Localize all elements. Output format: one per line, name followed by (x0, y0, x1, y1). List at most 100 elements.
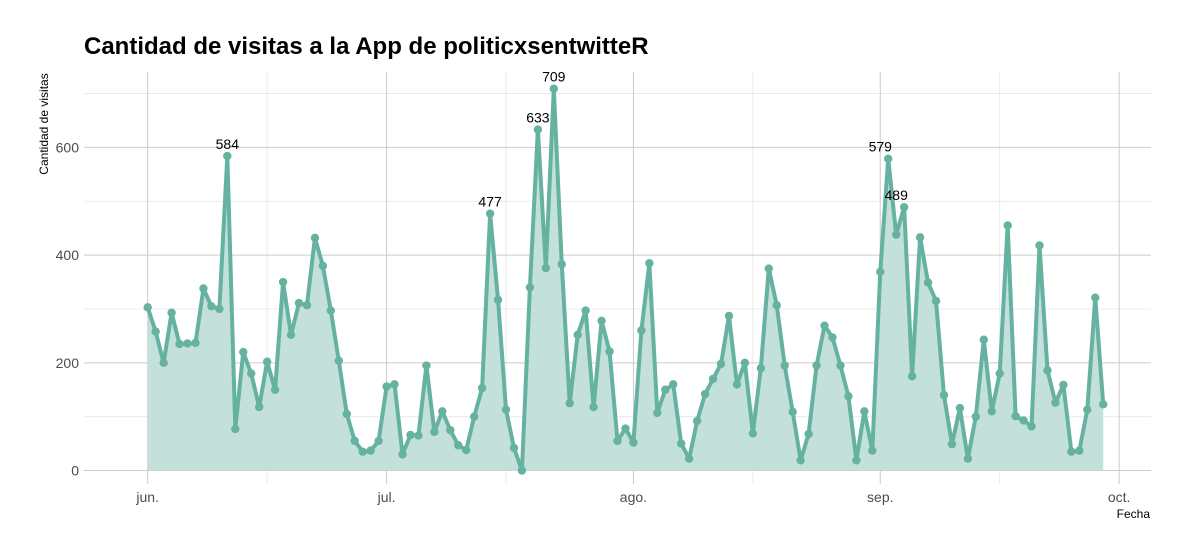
data-point (517, 466, 527, 475)
data-point (406, 430, 415, 440)
data-point (254, 402, 264, 412)
data-point (294, 298, 304, 308)
data-point (533, 125, 543, 134)
data-point (1011, 411, 1020, 421)
data-point (350, 436, 359, 446)
data-point (326, 306, 336, 315)
data-point (454, 441, 463, 450)
data-point (231, 424, 240, 434)
data-point (565, 399, 574, 408)
data-point (597, 316, 606, 326)
data-point (1059, 380, 1068, 390)
data-point (477, 383, 487, 393)
data-point (677, 439, 686, 448)
data-point (613, 436, 622, 446)
data-point (748, 429, 758, 438)
data-point (979, 335, 988, 344)
data-point (366, 446, 375, 455)
data-point (183, 339, 192, 348)
data-point (923, 278, 933, 287)
data-point (1043, 366, 1052, 375)
data-point (939, 390, 949, 400)
data-point (732, 380, 742, 389)
data-point (270, 385, 280, 394)
data-point (860, 407, 869, 416)
data-point (581, 306, 590, 315)
data-point (278, 277, 288, 287)
data-label: 584 (216, 136, 240, 152)
data-point (637, 326, 646, 335)
data-point (828, 333, 837, 342)
data-point (422, 361, 431, 370)
data-point (541, 263, 551, 273)
data-point (223, 151, 232, 161)
data-point (286, 330, 296, 340)
data-point (796, 456, 805, 465)
data-point (446, 425, 455, 435)
data-point (398, 450, 407, 459)
data-point (692, 416, 702, 426)
data-point (302, 301, 312, 310)
chart-title: Cantidad de visitas a la App de politicx… (84, 33, 649, 60)
data-point (262, 357, 272, 366)
series-area (147, 88, 1104, 471)
data-point (884, 154, 893, 163)
x-tick-label: ago. (620, 489, 647, 505)
data-label: 633 (526, 110, 550, 126)
data-label: 477 (478, 194, 502, 210)
data-point (700, 389, 710, 399)
data-point (159, 358, 168, 368)
data-point (1075, 446, 1084, 455)
data-point (1035, 241, 1044, 250)
data-point (891, 230, 901, 239)
data-point (390, 380, 399, 389)
data-point (756, 364, 766, 373)
data-point (947, 439, 957, 449)
data-point (151, 327, 160, 336)
data-point (820, 321, 829, 330)
data-point (493, 295, 503, 305)
data-point (207, 302, 216, 311)
data-point (1091, 293, 1100, 302)
data-point (716, 359, 726, 369)
data-point (836, 361, 845, 370)
data-point (1083, 405, 1092, 414)
data-point (573, 330, 582, 340)
data-point (788, 407, 797, 417)
x-tick-label: sep. (867, 489, 893, 505)
y-tick-label: 600 (56, 139, 80, 155)
data-point (167, 308, 176, 317)
y-tick-label: 400 (56, 247, 80, 263)
data-point (438, 407, 447, 416)
data-point (764, 264, 773, 273)
data-point (239, 347, 248, 357)
data-point (469, 412, 479, 421)
data-point (653, 408, 662, 418)
data-point (812, 361, 821, 370)
data-point (907, 372, 917, 381)
data-point (191, 338, 200, 348)
data-point (629, 438, 638, 447)
data-point (684, 454, 694, 463)
x-tick-label: jul. (377, 489, 396, 505)
data-point (414, 431, 423, 440)
data-point (971, 412, 981, 421)
data-point (342, 409, 351, 419)
data-point (247, 369, 256, 378)
data-point (844, 392, 853, 401)
data-point (589, 402, 598, 412)
x-tick-label: oct. (1108, 489, 1131, 505)
data-point (462, 445, 471, 455)
data-point (740, 358, 750, 368)
data-point (382, 382, 391, 391)
data-point (525, 283, 535, 292)
x-tick-label: jun. (135, 489, 159, 505)
data-point (509, 443, 519, 453)
data-point (310, 233, 320, 243)
data-point (645, 258, 654, 268)
data-point (708, 374, 718, 384)
data-point (661, 385, 670, 394)
data-point (605, 347, 614, 356)
data-label: 489 (885, 187, 909, 203)
